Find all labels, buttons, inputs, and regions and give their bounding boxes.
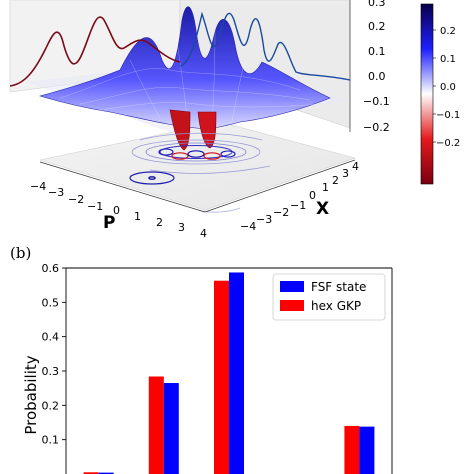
p-tick: 1 [134, 210, 141, 223]
z-tick: −0.2 [363, 121, 390, 134]
legend-swatch-fsf [280, 281, 304, 292]
colorbar-tick: 0.1 [440, 54, 456, 65]
y-axis-ticks: 0.1 0.2 0.3 0.4 0.5 0.6 [42, 262, 66, 447]
surface-plot: −4 −3 −2 −1 0 1 2 3 4 P −4 −3 −2 −1 0 1 … [9, 0, 390, 240]
colorbar-gradient [420, 3, 434, 185]
y-tick-label: 0.4 [42, 331, 60, 344]
x-tick: −3 [256, 213, 272, 226]
p-axis-line [39, 161, 206, 213]
p-tick: −3 [48, 186, 64, 199]
y-tick-label: 0.3 [42, 365, 60, 378]
bar-fsf-state [98, 472, 114, 474]
x-axis-line [204, 159, 356, 213]
x-tick: −4 [240, 220, 256, 233]
x-tick: 1 [322, 181, 329, 194]
x-tick: 2 [332, 174, 339, 187]
colorbar-tick: −0.1 [436, 110, 460, 121]
x-axis-label: X [316, 199, 329, 219]
p-tick: −4 [30, 180, 46, 193]
z-tick: −0.1 [363, 95, 390, 108]
p-tick: 4 [200, 227, 207, 240]
panel-label-b: (b) [10, 244, 31, 262]
legend-label-fsf: FSF state [311, 280, 366, 294]
marginal-p-curve [9, 16, 181, 87]
p-tick: 3 [178, 221, 185, 234]
p-tick: 0 [113, 204, 120, 217]
z-tick: 0.2 [368, 20, 386, 33]
y-tick-label: 0.5 [42, 296, 60, 309]
floor-contours [129, 132, 271, 213]
x-tick: 3 [342, 167, 349, 180]
p-tick: 2 [156, 216, 163, 229]
colorbar: 0.2 0.1 0.0 −0.1 −0.2 [420, 3, 460, 185]
p-tick: −1 [87, 200, 103, 213]
legend-swatch-gkp [280, 300, 304, 311]
bar-fsf-state [163, 383, 179, 474]
floor-plane [39, 121, 357, 211]
colorbar-ticks: 0.2 0.1 0.0 −0.1 −0.2 [433, 26, 460, 149]
p-axis-ticks: −4 −3 −2 −1 0 1 2 3 4 [30, 180, 207, 240]
z-tick: 0.1 [368, 45, 386, 58]
z-tick: 0.0 [368, 70, 386, 83]
bar-hex-gkp [214, 280, 229, 474]
bar-series [83, 272, 375, 474]
x-tick: −2 [273, 206, 289, 219]
bar-fsf-state [359, 426, 375, 474]
x-tick: −1 [290, 199, 306, 212]
wigner-surface [38, 6, 331, 129]
x-tick: 0 [309, 189, 316, 202]
bar-hex-gkp [148, 376, 164, 474]
z-tick: 0.3 [368, 0, 386, 9]
surface-mesh [59, 29, 321, 127]
z-axis-ticks: 0.3 0.2 0.1 0.0 −0.1 −0.2 [363, 0, 390, 134]
colorbar-tick: −0.2 [436, 138, 460, 149]
p-axis-label: P [103, 213, 115, 233]
bar-hex-gkp [344, 425, 360, 474]
y-tick-label: 0.1 [42, 434, 60, 447]
bar-hex-gkp [83, 472, 99, 474]
colorbar-tick: 0.2 [440, 26, 456, 37]
y-tick-label: 0.6 [42, 262, 60, 275]
legend-label-gkp: hex GKP [311, 299, 361, 313]
p-tick: −2 [68, 193, 84, 206]
marginal-x-curve [179, 11, 351, 81]
y-tick-label: 0.2 [42, 399, 60, 412]
bar-fsf-state [229, 272, 244, 474]
colorbar-tick: 0.0 [440, 82, 456, 93]
legend: FSF state hex GKP [272, 273, 386, 321]
negative-dip-right [197, 111, 217, 149]
x-axis-ticks: −4 −3 −2 −1 0 1 2 3 4 [240, 160, 359, 233]
y-axis-label: Probability [22, 355, 40, 434]
x-tick: 4 [352, 160, 359, 173]
